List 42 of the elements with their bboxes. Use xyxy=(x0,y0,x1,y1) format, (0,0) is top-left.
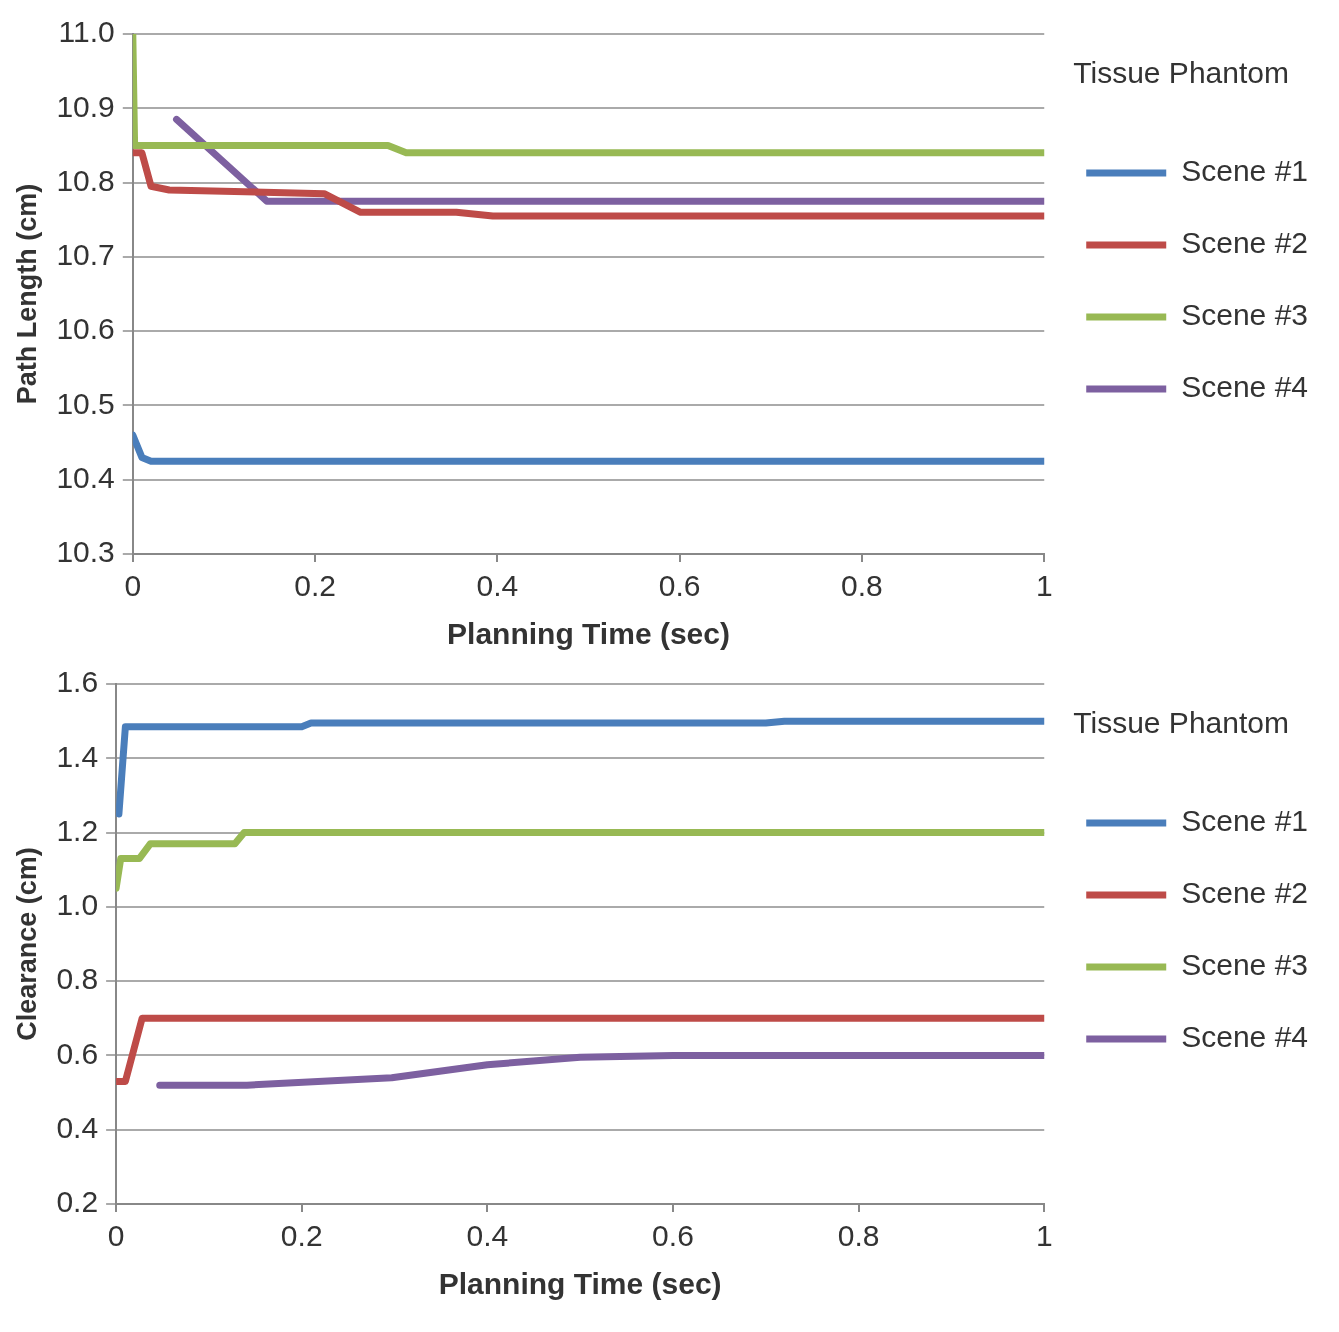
legend-label: Scene #1 xyxy=(1181,154,1309,188)
y-tick-label: 10.8 xyxy=(56,163,115,197)
x-tick-label: 0.8 xyxy=(837,1219,880,1253)
x-tick-label: 0.2 xyxy=(294,569,336,603)
y-tick-label: 10.5 xyxy=(56,386,115,420)
y-tick-label: 10.7 xyxy=(56,238,115,272)
y-tick-label: 10.9 xyxy=(56,89,115,123)
y-tick-label: 1.2 xyxy=(56,813,99,847)
x-tick-label: 0.6 xyxy=(652,1219,694,1253)
x-tick-label: 0.6 xyxy=(658,569,701,603)
y-tick-label: 0.4 xyxy=(56,1110,99,1144)
legend-title: Tissue Phantom xyxy=(1073,56,1289,90)
y-tick-label: 0.6 xyxy=(56,1036,99,1070)
legend-label: Scene #4 xyxy=(1181,370,1309,404)
y-tick-label: 0.2 xyxy=(56,1185,99,1219)
legend-label: Scene #3 xyxy=(1181,948,1309,982)
y-axis-title: Path Length (cm) xyxy=(11,183,42,405)
x-tick-label: 1 xyxy=(1035,1219,1053,1253)
y-tick-label: 1.6 xyxy=(56,665,99,699)
y-tick-label: 10.4 xyxy=(56,460,115,494)
y-tick-label: 1.4 xyxy=(56,739,99,773)
x-tick-label: 0 xyxy=(124,569,142,603)
legend-label: Scene #4 xyxy=(1181,1020,1309,1054)
y-axis-title: Clearance (cm) xyxy=(11,847,42,1041)
legend-title: Tissue Phantom xyxy=(1073,706,1289,740)
y-tick-label: 10.6 xyxy=(56,312,115,346)
x-tick-label: 1 xyxy=(1035,569,1053,603)
x-tick-label: 0.4 xyxy=(476,569,519,603)
legend-label: Scene #2 xyxy=(1181,226,1309,260)
x-axis-title: Planning Time (sec) xyxy=(438,1267,722,1301)
y-tick-label: 10.3 xyxy=(56,535,115,569)
x-tick-label: 0.4 xyxy=(466,1219,509,1253)
x-tick-label: 0.2 xyxy=(280,1219,323,1253)
legend-label: Scene #2 xyxy=(1181,876,1309,910)
y-tick-label: 0.8 xyxy=(56,962,99,996)
legend-label: Scene #1 xyxy=(1181,804,1309,838)
y-tick-label: 11.0 xyxy=(58,15,115,49)
x-axis-title: Planning Time (sec) xyxy=(447,617,730,651)
x-tick-label: 0 xyxy=(107,1219,125,1253)
legend-label: Scene #3 xyxy=(1181,298,1309,332)
x-tick-label: 0.8 xyxy=(841,569,883,603)
y-tick-label: 1.0 xyxy=(56,888,99,922)
